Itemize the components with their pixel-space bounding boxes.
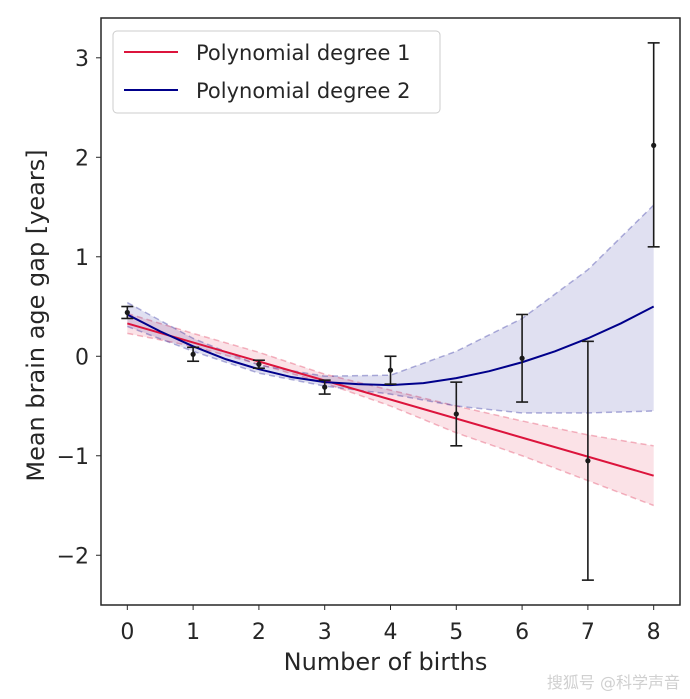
- y-tick-label: 1: [75, 246, 89, 271]
- point-marker: [124, 309, 130, 316]
- y-axis-ticks: −2 −1 0 1 2 3: [57, 47, 101, 569]
- data-points: [121, 42, 660, 581]
- legend-label-series-2: Polynomial degree 2: [196, 79, 410, 103]
- data-point-0: [121, 305, 134, 320]
- y-tick-label: 0: [75, 345, 89, 370]
- x-tick-label: 0: [120, 620, 134, 645]
- x-tick-label: 2: [252, 620, 266, 645]
- y-axis-label: Mean brain age gap [years]: [22, 149, 50, 481]
- confidence-bands: [126, 204, 655, 507]
- ci-lower-edge-series-2: [127, 325, 654, 414]
- y-tick-label: −1: [57, 445, 89, 470]
- ci-upper-edge-series-1: [127, 312, 654, 447]
- x-axis-label: Number of births: [284, 648, 488, 676]
- x-tick-label: 5: [449, 620, 463, 645]
- data-point-4: [384, 355, 397, 385]
- data-point-7: [581, 340, 594, 581]
- data-point-5: [450, 381, 463, 447]
- point-marker: [387, 367, 394, 373]
- y-tick-label: 2: [75, 146, 89, 171]
- point-marker: [651, 142, 657, 148]
- point-marker: [585, 458, 591, 464]
- data-point-2: [252, 359, 265, 370]
- x-tick-label: 4: [384, 620, 398, 645]
- point-marker: [453, 411, 459, 417]
- data-point-3: [318, 379, 331, 395]
- fit-lines: [126, 305, 655, 477]
- x-tick-label: 3: [318, 620, 332, 645]
- legend-label-series-1: Polynomial degree 1: [196, 41, 410, 65]
- point-marker: [322, 384, 328, 390]
- x-tick-label: 7: [581, 620, 595, 645]
- legend-box: [112, 30, 441, 114]
- fit-line-series-2: [126, 305, 655, 387]
- x-tick-label: 8: [647, 620, 661, 645]
- x-axis-ticks: 0 1 2 3 4 5 6 7 8: [120, 605, 661, 645]
- data-point-6: [516, 313, 529, 403]
- fit-line-series-1: [127, 322, 654, 477]
- ci-lower-edge-series-1: [127, 332, 654, 507]
- point-marker: [256, 361, 262, 367]
- x-tick-label: 1: [186, 620, 200, 645]
- data-point-1: [187, 346, 200, 363]
- y-tick-label: 3: [75, 47, 89, 72]
- point-marker: [190, 351, 196, 357]
- point-marker: [519, 355, 525, 361]
- watermark-text: 搜狐号 @科学声音: [546, 673, 680, 692]
- y-tick-label: −2: [57, 544, 89, 569]
- data-point-8: [647, 42, 660, 248]
- legend: Polynomial degree 1 Polynomial degree 2: [112, 30, 441, 114]
- x-tick-label: 6: [515, 620, 529, 645]
